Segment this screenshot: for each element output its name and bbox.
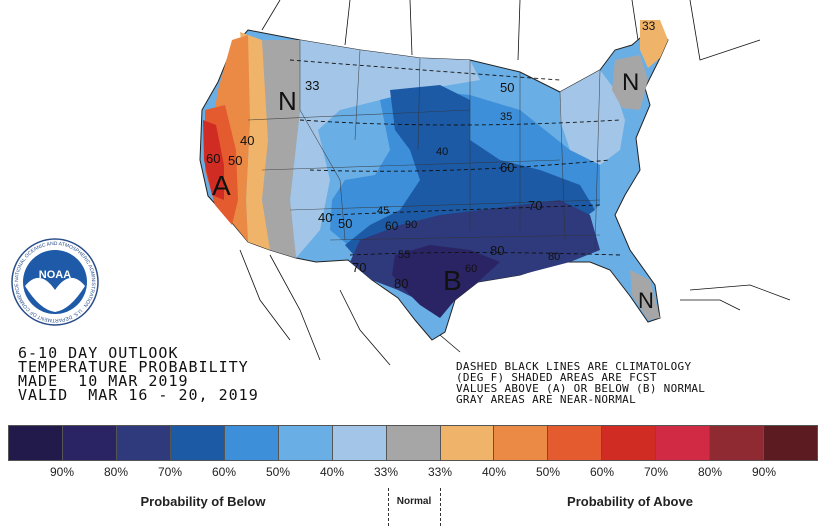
noaa-logo: NOAA NATIONAL OCEANIC AND ATMOSPHERIC AD… xyxy=(11,238,99,326)
label-iso-60-west: 60 xyxy=(206,151,220,166)
temperature-outlook-map: A B N N N 40 50 60 33 33 40 50 60 45 55 … xyxy=(11,0,791,366)
gray-region-florida xyxy=(630,270,660,320)
outlook-title-block: 6-10 DAY OUTLOOK TEMPERATURE PROBABILITY… xyxy=(18,344,338,404)
state-borders xyxy=(247,40,601,251)
label-region-N-west: N xyxy=(278,86,297,116)
colorbar-tick-label: 70% xyxy=(643,465,669,479)
above-label: Probability of Above xyxy=(567,494,693,509)
label-iso-40-center: 40 xyxy=(318,210,332,225)
tan-region-maine xyxy=(640,20,668,68)
label-iso-50-west: 50 xyxy=(228,153,242,168)
colorbar-swatch xyxy=(9,426,63,460)
colorbar-swatch xyxy=(278,426,333,460)
colorbar-tick-label: 90% xyxy=(49,465,75,479)
notes-line-2: (DEG F) SHADED AREAS ARE FCST xyxy=(456,371,657,384)
colorbar-swatch xyxy=(656,426,711,460)
colorbar-tick-label: 40% xyxy=(481,465,507,479)
notes-line-1: DASHED BLACK LINES ARE CLIMATOLOGY xyxy=(456,360,692,373)
darkest-region-texas xyxy=(392,245,500,318)
label-region-A: A xyxy=(212,170,231,201)
gray-region-northeast xyxy=(612,55,648,110)
colorbar-swatch xyxy=(548,426,603,460)
label-iso-70-east: 70 xyxy=(528,198,542,213)
title-line-4: VALID MAR 16 - 20, 2019 xyxy=(18,386,259,404)
label-iso-80-west: 80 xyxy=(394,276,408,291)
colorbar-swatch xyxy=(602,426,657,460)
colorbar-swatch xyxy=(764,426,818,460)
colorbar-tick-label: 40% xyxy=(319,465,345,479)
noaa-logo-bird xyxy=(25,277,85,312)
colorbar-tick-label: 80% xyxy=(103,465,129,479)
label-iso-33-maine: 33 xyxy=(642,19,656,33)
red-region-california xyxy=(203,120,224,200)
colorbar-swatch xyxy=(224,426,279,460)
label-region-N-northeast: N xyxy=(622,69,639,96)
label-region-B: B xyxy=(443,265,462,296)
label-iso-90: 90 xyxy=(405,219,417,231)
country-borders xyxy=(239,0,791,366)
title-line-3: MADE 10 MAR 2019 xyxy=(18,372,189,390)
label-iso-40-west: 40 xyxy=(240,133,254,148)
colorbar-tick-label: 80% xyxy=(697,465,723,479)
colorbar-swatch xyxy=(710,426,765,460)
probability-colorbar xyxy=(8,425,818,461)
gray-region-west xyxy=(262,40,300,258)
colorbar-tick-label: 70% xyxy=(157,465,183,479)
colorbar-tick-label: 33% xyxy=(427,465,453,479)
label-iso-60-center: 60 xyxy=(385,219,399,233)
label-region-N-florida: N xyxy=(638,288,654,313)
normal-divider-right xyxy=(440,488,441,526)
below-label: Probability of Below xyxy=(140,494,266,509)
colorbar-swatch xyxy=(332,426,387,460)
label-iso-80-center: 80 xyxy=(548,251,560,263)
colorbar-tick-label: 50% xyxy=(535,465,561,479)
colorbar-tick-label: 90% xyxy=(751,465,777,479)
label-iso-60-east: 60 xyxy=(500,160,514,175)
normal-divider-left xyxy=(388,488,389,526)
light-blue-region-east xyxy=(560,70,625,165)
label-iso-55: 55 xyxy=(398,249,410,261)
colorbar-swatch xyxy=(440,426,495,460)
colorbar-tick-label: 33% xyxy=(373,465,399,479)
label-iso-45: 45 xyxy=(377,205,389,217)
map-notes-block: DASHED BLACK LINES ARE CLIMATOLOGY (DEG … xyxy=(456,361,826,405)
label-iso-70-west: 70 xyxy=(352,260,366,275)
label-iso-50-center: 50 xyxy=(338,216,352,231)
label-iso-80-south: 80 xyxy=(490,243,504,258)
label-iso-60-south: 60 xyxy=(465,263,477,275)
light-blue-region-rockies xyxy=(290,110,330,258)
colorbar-swatch xyxy=(170,426,225,460)
normal-label: Normal xyxy=(396,496,432,507)
colorbar-tick-label: 50% xyxy=(265,465,291,479)
title-line-1: 6-10 DAY OUTLOOK xyxy=(18,344,179,362)
label-iso-50-north: 50 xyxy=(500,80,514,95)
label-iso-40-north: 40 xyxy=(436,146,448,158)
colorbar-tick-label: 60% xyxy=(589,465,615,479)
notes-line-4: GRAY AREAS ARE NEAR-NORMAL xyxy=(456,393,636,406)
noaa-logo-text: NOAA xyxy=(39,269,71,281)
label-iso-33-west: 33 xyxy=(305,78,319,93)
label-iso-35: 35 xyxy=(500,111,512,123)
colorbar-swatch xyxy=(116,426,171,460)
climatology-dashed-lines xyxy=(289,59,621,256)
colorbar-swatch xyxy=(62,426,117,460)
title-line-2: TEMPERATURE PROBABILITY xyxy=(18,358,249,376)
colorbar-tick-label: 60% xyxy=(211,465,237,479)
notes-line-3: VALUES ABOVE (A) OR BELOW (B) NORMAL xyxy=(456,382,706,395)
colorbar-swatch xyxy=(494,426,549,460)
light-blue-region-north xyxy=(300,40,480,130)
colorbar-swatch xyxy=(386,426,441,460)
